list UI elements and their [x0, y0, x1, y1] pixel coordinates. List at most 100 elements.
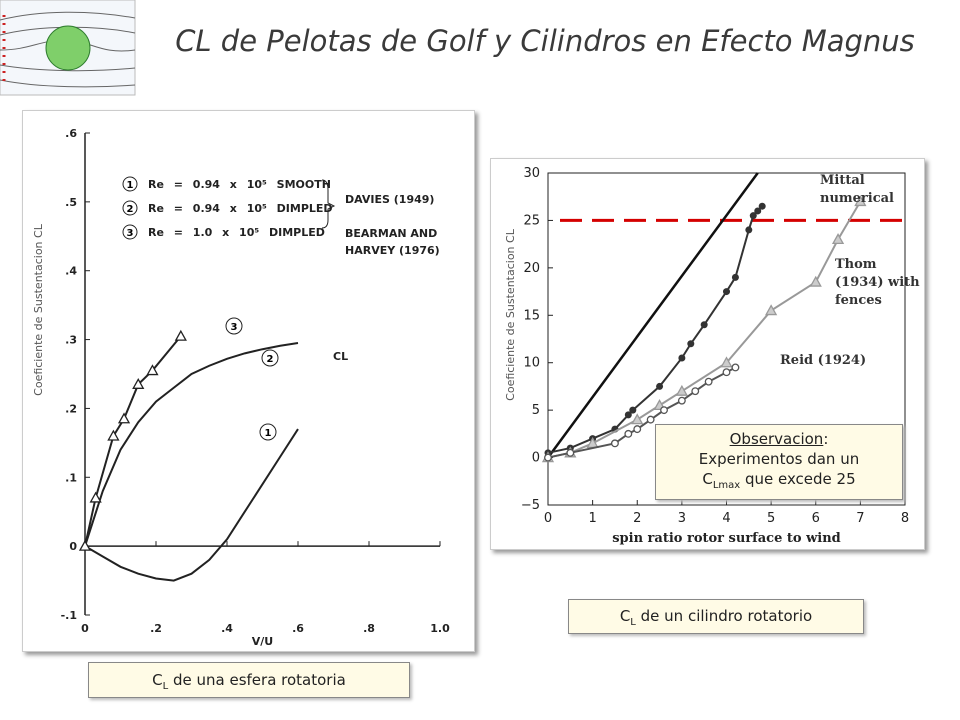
series-line — [547, 200, 862, 459]
y-tick-label: 15 — [523, 308, 540, 323]
x-tick-label: .8 — [363, 622, 375, 635]
y-tick-label: .1 — [65, 471, 77, 484]
marker — [656, 382, 664, 390]
marker — [722, 368, 731, 377]
series-line — [84, 428, 299, 582]
note-heading: Observacion — [729, 430, 824, 448]
marker — [720, 356, 733, 368]
y-tick-label: 5 — [532, 403, 540, 418]
legend-badge — [122, 200, 138, 216]
y-tick-label: -.1 — [61, 609, 77, 622]
marker — [633, 425, 642, 434]
legend-badge — [122, 224, 138, 240]
marker — [544, 453, 552, 462]
caption-text: de una esfera rotatoria — [168, 671, 346, 689]
marker — [677, 396, 686, 405]
y-tick-label: .6 — [65, 127, 77, 140]
marker — [831, 233, 845, 245]
series-line — [84, 342, 299, 547]
x-tick-label: 8 — [901, 511, 909, 526]
x-tick-label: 7 — [856, 511, 864, 526]
curve-badge-label: 3 — [231, 322, 238, 333]
legend-label: Re = 0.94 x 10⁵ DIMPLED — [148, 202, 333, 215]
y-tick-label: 10 — [523, 356, 540, 371]
note-sub: Lmax — [712, 480, 741, 491]
y-tick-label: .2 — [65, 402, 77, 415]
note-colon: : — [823, 430, 829, 448]
y-tick-label: −5 — [521, 498, 540, 513]
legend-label: Re = 0.94 x 10⁵ SMOOTH — [148, 178, 331, 191]
chart-frame — [22, 110, 475, 652]
marker — [758, 202, 766, 210]
note-text: que excede 25 — [740, 470, 856, 488]
curve-label: CL — [333, 350, 348, 363]
curve-badge — [261, 349, 279, 367]
series-line — [84, 335, 182, 547]
marker — [78, 539, 92, 551]
x-tick-label: 5 — [767, 511, 775, 526]
x-tick-label: 6 — [812, 511, 820, 526]
caption: CL de una esfera rotatoria — [88, 662, 410, 698]
marker — [809, 275, 822, 287]
marker — [675, 384, 688, 396]
x-tick-label: 2 — [633, 511, 641, 526]
marker — [132, 377, 145, 389]
curve-badge-label: 2 — [267, 354, 274, 365]
y-tick-label: 25 — [523, 213, 540, 228]
caption-sub: L — [162, 681, 169, 692]
legend-badge-label: 2 — [127, 204, 134, 215]
legend-badge-label: 3 — [127, 228, 134, 239]
marker — [854, 195, 867, 207]
marker — [624, 411, 632, 419]
y-tick-label: 0 — [532, 451, 540, 466]
y-tick-label: 20 — [523, 261, 540, 276]
x-tick-label: 1 — [588, 511, 596, 526]
x-tick-label: 3 — [678, 511, 686, 526]
marker — [749, 212, 757, 220]
marker — [660, 406, 668, 415]
marker — [754, 207, 762, 215]
note: Observacion: Experimentos dan un CLmax q… — [655, 424, 903, 500]
x-tick-label: .4 — [221, 622, 233, 635]
curve-badge — [225, 317, 243, 335]
x-tick-label: 1.0 — [430, 622, 450, 635]
marker — [745, 226, 753, 234]
marker — [629, 406, 637, 414]
y-tick-label: 30 — [523, 166, 540, 181]
marker — [631, 413, 644, 425]
legend-label: Re = 1.0 x 10⁵ DIMPLED — [148, 226, 325, 239]
source-label: DAVIES (1949) — [345, 193, 434, 206]
magnus-icon — [0, 0, 136, 96]
marker — [700, 321, 708, 329]
legend-badge-label: 1 — [127, 180, 134, 191]
marker — [704, 377, 713, 386]
source-label: HARVEY (1976) — [345, 244, 440, 257]
marker — [107, 429, 120, 441]
note-text: C — [702, 470, 713, 488]
series-label: Reid (1924) — [780, 353, 867, 368]
marker — [723, 288, 730, 296]
caption: CL de un cilindro rotatorio — [568, 599, 864, 634]
caption-text: de un cilindro rotatorio — [635, 607, 813, 625]
y-axis-label: Coeficiente de Sustentacion CL — [32, 223, 45, 396]
y-axis-label: Coeficiente de Sustentacion CL — [504, 228, 517, 401]
y-tick-label: .5 — [65, 196, 77, 209]
marker — [566, 448, 575, 457]
x-axis-label: spin ratio rotor surface to wind — [612, 531, 841, 546]
marker — [687, 340, 695, 348]
curve-badge — [259, 423, 277, 441]
series-line — [546, 172, 759, 459]
series-label: Mittal numerical — [820, 173, 894, 206]
marker — [731, 363, 740, 372]
marker — [89, 491, 102, 503]
curve-badge-label: 1 — [265, 428, 272, 439]
marker — [174, 329, 187, 341]
slide-title: CL de Pelotas de Golf y Cilindros en Efe… — [175, 24, 915, 58]
y-tick-label: .3 — [65, 334, 77, 347]
marker — [731, 273, 739, 281]
x-tick-label: 4 — [722, 511, 730, 526]
marker — [117, 412, 131, 424]
series-line — [547, 205, 763, 454]
